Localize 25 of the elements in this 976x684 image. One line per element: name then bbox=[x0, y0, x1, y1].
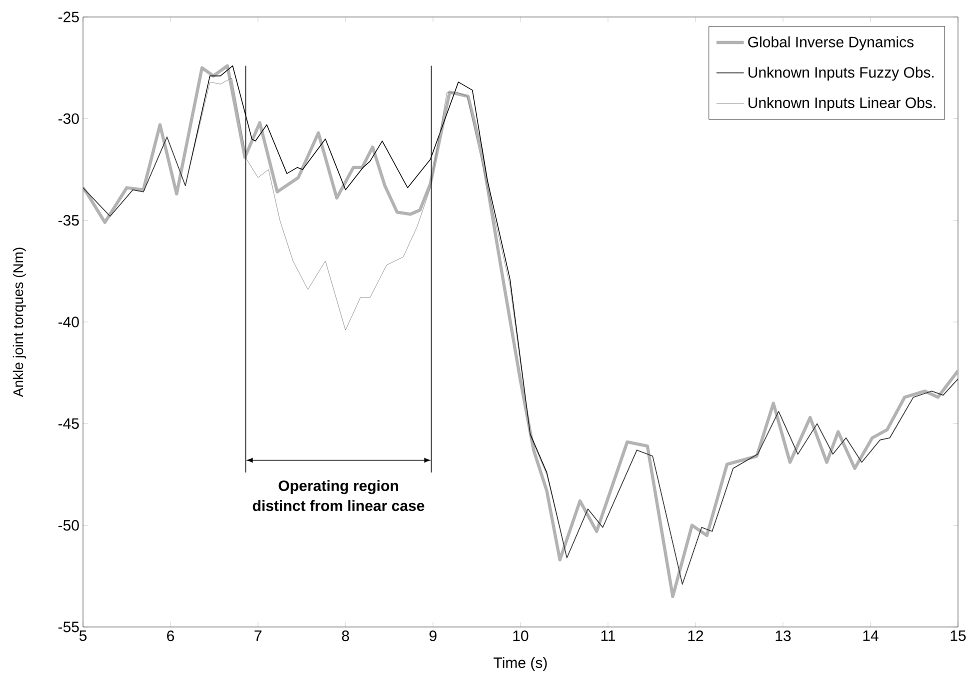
x-tick-label: 13 bbox=[776, 630, 791, 642]
y-tick-label: -30 bbox=[58, 113, 79, 124]
y-axis-title: Ankle joint torques (Nm) bbox=[12, 248, 26, 398]
x-tick-label: 6 bbox=[167, 630, 174, 642]
legend-label: Unknown Inputs Fuzzy Obs. bbox=[748, 66, 934, 81]
x-tick-label: 9 bbox=[430, 630, 436, 642]
y-tick-label: -50 bbox=[58, 520, 79, 531]
legend-label: Unknown Inputs Linear Obs. bbox=[748, 97, 936, 112]
y-tick-label: -35 bbox=[58, 215, 79, 226]
x-tick-label: 15 bbox=[950, 630, 966, 641]
y-tick-label: -25 bbox=[58, 12, 79, 22]
x-tick-label: 7 bbox=[254, 630, 262, 641]
y-tick-label: -55 bbox=[58, 622, 79, 632]
x-tick-label: 11 bbox=[601, 630, 616, 641]
annotation: distinct from linear case bbox=[252, 500, 424, 512]
legend-label: Global Inverse Dynamics bbox=[748, 36, 914, 50]
x-tick-label: 12 bbox=[688, 630, 704, 641]
y-tick-label: -45 bbox=[58, 418, 79, 429]
x-tick-label: 8 bbox=[342, 630, 350, 642]
x-tick-label: 5 bbox=[79, 630, 87, 641]
x-tick-label: 10 bbox=[513, 630, 528, 642]
x-axis-title: Time (s) bbox=[494, 657, 547, 671]
annotation: Operating region bbox=[278, 480, 398, 494]
y-tick-label: -40 bbox=[58, 316, 79, 328]
x-tick-label: 14 bbox=[863, 630, 878, 641]
